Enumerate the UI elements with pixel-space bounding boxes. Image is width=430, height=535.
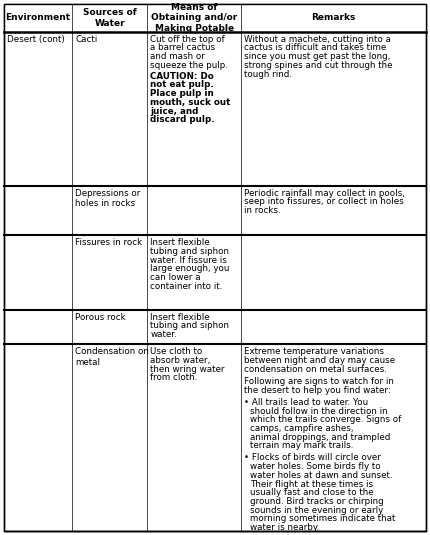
Text: a barrel cactus: a barrel cactus [150, 43, 215, 52]
Text: which the trails converge. Signs of: which the trails converge. Signs of [250, 415, 402, 424]
Text: Sources of
Water: Sources of Water [83, 8, 137, 28]
Text: animal droppings, and trampled: animal droppings, and trampled [250, 433, 390, 441]
Text: cactus is difficult and takes time: cactus is difficult and takes time [244, 43, 387, 52]
Text: then wring water: then wring water [150, 365, 225, 374]
Text: water is nearby.: water is nearby. [250, 523, 319, 532]
Text: morning sometimes indicate that: morning sometimes indicate that [250, 514, 396, 523]
Text: water.: water. [150, 330, 177, 339]
Text: sounds in the evening or early: sounds in the evening or early [250, 506, 384, 515]
Text: Place pulp in: Place pulp in [150, 89, 214, 98]
Bar [4, 4, 426, 32]
Text: Cacti: Cacti [75, 35, 98, 44]
Text: Condensation on
metal: Condensation on metal [75, 347, 149, 367]
Text: strong spines and cut through the: strong spines and cut through the [244, 61, 393, 70]
Text: Insert flexible: Insert flexible [150, 238, 210, 247]
Text: Use cloth to: Use cloth to [150, 347, 203, 356]
Text: camps, campfire ashes,: camps, campfire ashes, [250, 424, 353, 433]
Text: the desert to help you find water:: the desert to help you find water: [244, 386, 391, 395]
Text: since you must get past the long,: since you must get past the long, [244, 52, 390, 61]
Text: Fissures in rock: Fissures in rock [75, 238, 142, 247]
Text: juice, and: juice, and [150, 106, 199, 116]
Text: water holes at dawn and sunset.: water holes at dawn and sunset. [250, 471, 393, 480]
Text: should follow in the direction in: should follow in the direction in [250, 407, 388, 416]
Text: Periodic rainfall may collect in pools,: Periodic rainfall may collect in pools, [244, 189, 405, 197]
Text: water holes. Some birds fly to: water holes. Some birds fly to [250, 462, 381, 471]
Text: between night and day may cause: between night and day may cause [244, 356, 395, 365]
Text: and mash or: and mash or [150, 52, 206, 61]
Text: • All trails lead to water. You: • All trails lead to water. You [244, 398, 368, 407]
Text: Insert flexible: Insert flexible [150, 312, 210, 322]
Text: Cut off the top of: Cut off the top of [150, 35, 225, 44]
Text: absorb water,: absorb water, [150, 356, 211, 365]
Text: tubing and siphon: tubing and siphon [150, 247, 230, 256]
Text: Without a machete, cutting into a: Without a machete, cutting into a [244, 35, 391, 44]
Text: Extreme temperature variations: Extreme temperature variations [244, 347, 384, 356]
Text: Remarks: Remarks [311, 13, 356, 22]
Text: • Flocks of birds will circle over: • Flocks of birds will circle over [244, 454, 381, 462]
Text: not eat pulp.: not eat pulp. [150, 80, 214, 89]
Text: in rocks.: in rocks. [244, 206, 281, 215]
Text: usually fast and close to the: usually fast and close to the [250, 488, 374, 497]
Text: squeeze the pulp.: squeeze the pulp. [150, 61, 228, 70]
Text: Environment: Environment [6, 13, 71, 22]
Text: from cloth.: from cloth. [150, 373, 198, 383]
Text: CAUTION: Do: CAUTION: Do [150, 72, 214, 81]
Text: container into it.: container into it. [150, 282, 223, 291]
Text: can lower a: can lower a [150, 273, 201, 282]
Text: water. If fissure is: water. If fissure is [150, 256, 227, 265]
Text: discard pulp.: discard pulp. [150, 115, 215, 124]
Text: Depressions or
holes in rocks: Depressions or holes in rocks [75, 189, 141, 208]
Text: Desert (cont): Desert (cont) [7, 35, 65, 44]
Text: ground. Bird tracks or chirping: ground. Bird tracks or chirping [250, 497, 384, 506]
Text: Their flight at these times is: Their flight at these times is [250, 479, 373, 488]
Text: tough rind.: tough rind. [244, 70, 292, 79]
Text: condensation on metal surfaces.: condensation on metal surfaces. [244, 365, 387, 374]
Text: terrain may mark trails.: terrain may mark trails. [250, 441, 353, 450]
Text: tubing and siphon: tubing and siphon [150, 322, 230, 331]
Text: Following are signs to watch for in: Following are signs to watch for in [244, 377, 394, 386]
Text: Means of
Obtaining and/or
Making Potable: Means of Obtaining and/or Making Potable [151, 3, 237, 33]
Text: mouth, suck out: mouth, suck out [150, 98, 231, 107]
Text: large enough, you: large enough, you [150, 264, 230, 273]
Text: seep into fissures, or collect in holes: seep into fissures, or collect in holes [244, 197, 404, 207]
Text: Porous rock: Porous rock [75, 312, 126, 322]
